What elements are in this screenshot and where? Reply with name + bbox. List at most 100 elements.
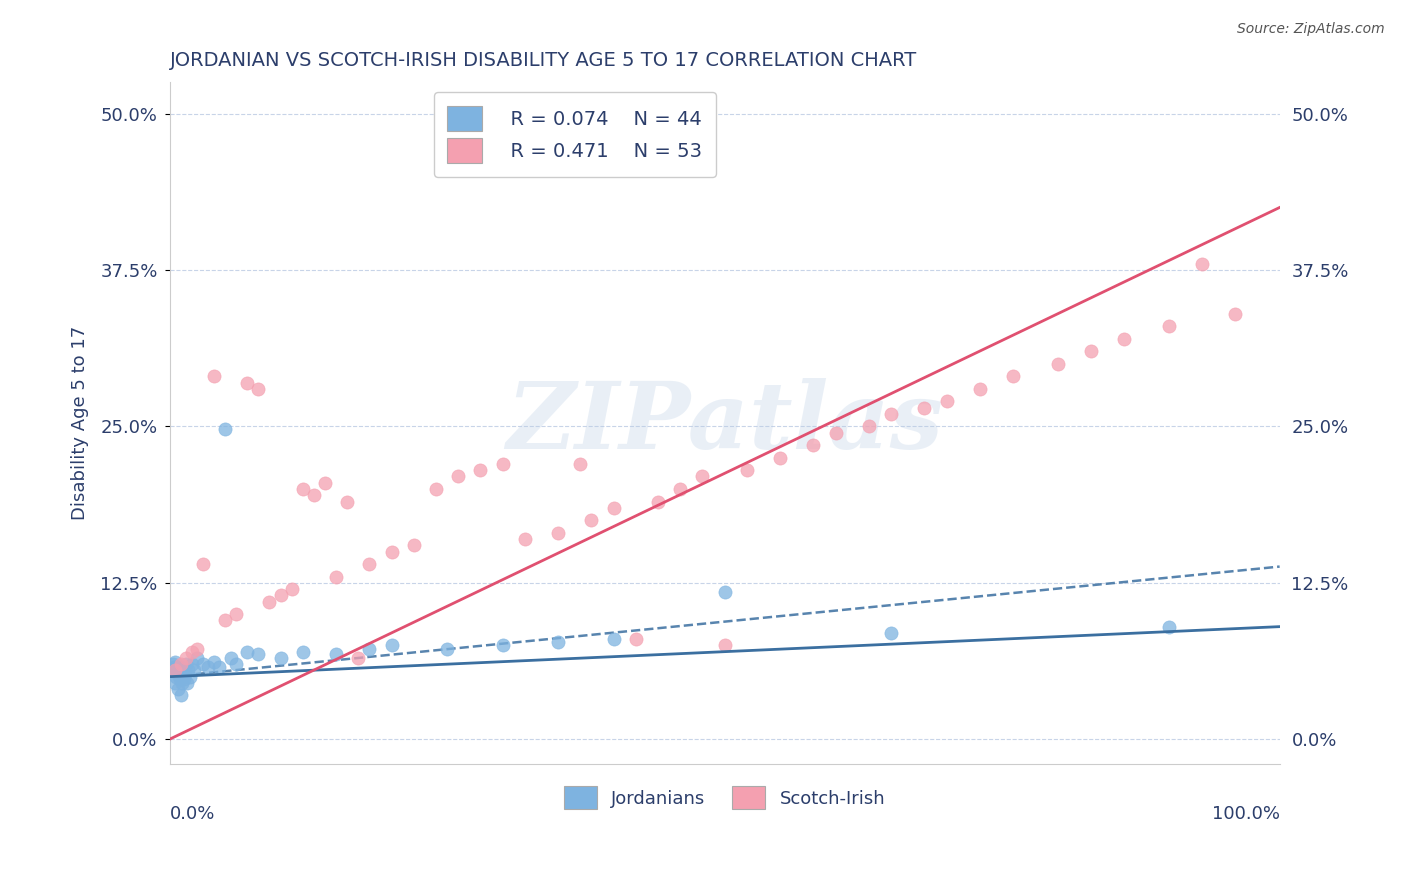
Point: [191, 557, 214, 571]
Point: [186, 642, 208, 657]
Point: [425, 482, 447, 496]
Point: [880, 626, 903, 640]
Point: [858, 419, 880, 434]
Point: [167, 682, 190, 697]
Point: [359, 557, 381, 571]
Point: [314, 475, 336, 490]
Point: [325, 569, 347, 583]
Point: [1046, 357, 1069, 371]
Point: [172, 664, 194, 678]
Point: [186, 651, 208, 665]
Point: [169, 689, 191, 703]
Point: [174, 657, 197, 672]
Point: [769, 450, 792, 465]
Point: [247, 647, 270, 661]
Point: [165, 664, 187, 678]
Point: [291, 645, 314, 659]
Point: [225, 657, 247, 672]
Point: [214, 422, 236, 436]
Point: [270, 588, 292, 602]
Point: [436, 642, 458, 657]
Point: [1157, 319, 1180, 334]
Point: [165, 676, 187, 690]
Point: [270, 651, 292, 665]
Point: [208, 659, 231, 673]
Point: [824, 425, 846, 440]
Point: [402, 538, 425, 552]
Point: [163, 659, 186, 673]
Point: [167, 667, 190, 681]
Text: 0.0%: 0.0%: [170, 805, 215, 823]
Point: [470, 463, 492, 477]
Point: [1157, 620, 1180, 634]
Point: [735, 463, 758, 477]
Point: [169, 659, 191, 673]
Point: [1191, 257, 1213, 271]
Point: [359, 642, 381, 657]
Point: [169, 657, 191, 672]
Point: [692, 469, 714, 483]
Point: [325, 647, 347, 661]
Point: [162, 657, 184, 672]
Point: [177, 664, 200, 678]
Point: [880, 407, 903, 421]
Point: [803, 438, 825, 452]
Point: [259, 594, 281, 608]
Point: [236, 376, 259, 390]
Point: [280, 582, 302, 596]
Point: [291, 482, 314, 496]
Point: [183, 664, 205, 678]
Point: [202, 655, 225, 669]
Point: [247, 382, 270, 396]
Point: [173, 672, 195, 686]
Point: [219, 651, 242, 665]
Point: [202, 369, 225, 384]
Point: [713, 639, 735, 653]
Point: [214, 613, 236, 627]
Point: [180, 657, 202, 672]
Point: [447, 469, 470, 483]
Point: [647, 494, 669, 508]
Point: [302, 488, 325, 502]
Point: [180, 645, 202, 659]
Point: [160, 664, 183, 678]
Point: [191, 657, 214, 672]
Point: [165, 655, 187, 669]
Point: [380, 544, 402, 558]
Point: [713, 584, 735, 599]
Legend: Jordanians, Scotch-Irish: Jordanians, Scotch-Irish: [557, 779, 893, 816]
Point: [179, 670, 201, 684]
Point: [1114, 332, 1136, 346]
Y-axis label: Disability Age 5 to 17: Disability Age 5 to 17: [72, 326, 89, 520]
Point: [174, 667, 197, 681]
Point: [602, 500, 624, 515]
Point: [169, 672, 191, 686]
Point: [170, 676, 193, 690]
Point: [547, 634, 569, 648]
Text: 100.0%: 100.0%: [1212, 805, 1279, 823]
Point: [165, 670, 187, 684]
Point: [969, 382, 991, 396]
Point: [602, 632, 624, 647]
Point: [491, 457, 513, 471]
Point: [513, 532, 536, 546]
Point: [176, 676, 198, 690]
Point: [380, 639, 402, 653]
Point: [581, 513, 603, 527]
Point: [1002, 369, 1025, 384]
Text: ZIPatlas: ZIPatlas: [506, 378, 943, 468]
Point: [935, 394, 957, 409]
Point: [669, 482, 692, 496]
Point: [174, 651, 197, 665]
Point: [547, 525, 569, 540]
Point: [336, 494, 359, 508]
Text: JORDANIAN VS SCOTCH-IRISH DISABILITY AGE 5 TO 17 CORRELATION CHART: JORDANIAN VS SCOTCH-IRISH DISABILITY AGE…: [170, 51, 917, 70]
Point: [347, 651, 370, 665]
Point: [569, 457, 592, 471]
Point: [1225, 307, 1247, 321]
Point: [491, 639, 513, 653]
Text: Source: ZipAtlas.com: Source: ZipAtlas.com: [1237, 22, 1385, 37]
Point: [912, 401, 935, 415]
Point: [236, 645, 259, 659]
Point: [624, 632, 647, 647]
